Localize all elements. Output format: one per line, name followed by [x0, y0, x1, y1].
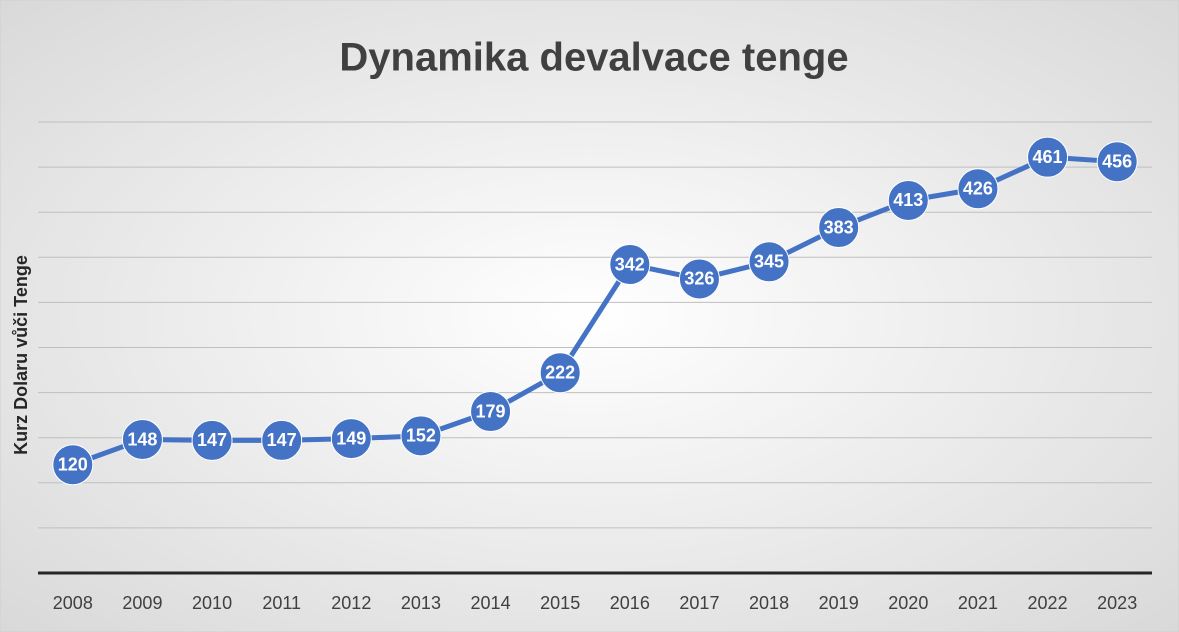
x-tick-label: 2023 [1097, 593, 1137, 613]
data-label: 148 [127, 429, 157, 449]
data-label: 149 [336, 428, 366, 448]
chart-title: Dynamika devalvace tenge [339, 36, 848, 80]
y-axis-label: Kurz Dolaru vůči Tenge [11, 255, 31, 455]
x-tick-label: 2018 [749, 593, 789, 613]
x-tick-label: 2010 [192, 593, 232, 613]
marker [400, 415, 442, 457]
marker [191, 419, 233, 461]
data-label: 383 [824, 217, 854, 237]
marker [818, 207, 860, 249]
marker [539, 352, 581, 394]
data-label: 413 [893, 190, 923, 210]
data-label: 152 [406, 426, 436, 446]
series-line [71, 154, 1118, 468]
marker [748, 241, 790, 283]
data-label: 426 [963, 178, 993, 198]
marker [1096, 141, 1138, 183]
marker [261, 419, 303, 461]
marker [470, 391, 512, 433]
x-tick-label: 2012 [331, 593, 371, 613]
marker [609, 244, 651, 286]
x-tick-label: 2015 [540, 593, 580, 613]
data-label: 461 [1033, 147, 1063, 167]
marker [887, 179, 929, 221]
data-label: 222 [545, 363, 575, 383]
marker [121, 419, 163, 461]
x-tick-label: 2016 [610, 593, 650, 613]
marker [678, 258, 720, 300]
data-label: 342 [615, 254, 645, 274]
x-tick-label: 2008 [53, 593, 93, 613]
data-label: 120 [58, 455, 88, 475]
x-tick-label: 2022 [1028, 593, 1068, 613]
x-tick-label: 2014 [471, 593, 511, 613]
data-label: 147 [197, 430, 227, 450]
marker [957, 168, 999, 210]
x-tick-label: 2017 [679, 593, 719, 613]
data-label: 326 [684, 269, 714, 289]
marker [52, 444, 94, 486]
x-tick-label: 2020 [888, 593, 928, 613]
data-label: 147 [267, 430, 297, 450]
x-tick-label: 2019 [819, 593, 859, 613]
marker [1027, 136, 1069, 178]
x-tick-label: 2021 [958, 593, 998, 613]
data-label: 456 [1102, 151, 1132, 171]
x-tick-label: 2013 [401, 593, 441, 613]
x-tick-label: 2009 [122, 593, 162, 613]
data-label: 179 [476, 401, 506, 421]
x-tick-label: 2011 [262, 593, 301, 613]
marker [330, 418, 372, 460]
data-label: 345 [754, 252, 784, 272]
